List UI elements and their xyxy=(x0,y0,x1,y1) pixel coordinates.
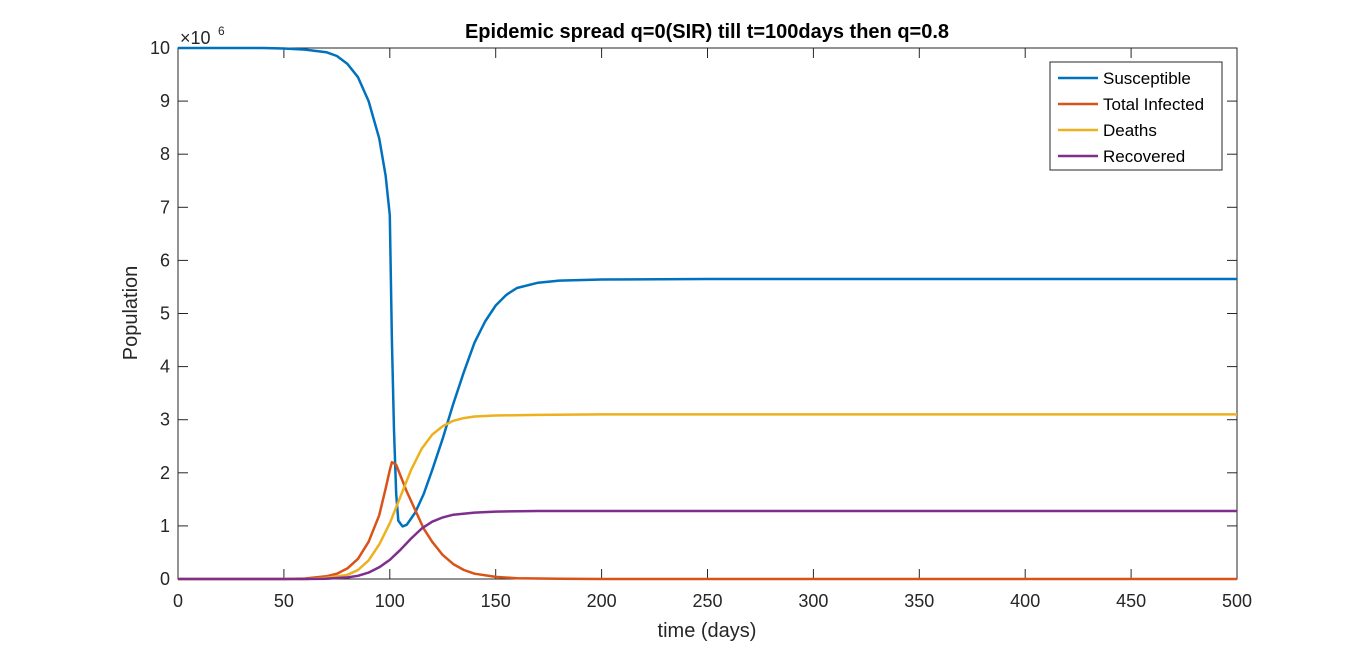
y-tick-label: 9 xyxy=(160,91,170,111)
legend-label: Recovered xyxy=(1103,147,1185,166)
y-multiplier: ×10 6 xyxy=(180,24,225,48)
y-multiplier-base: ×10 xyxy=(180,28,211,48)
legend-label: Susceptible xyxy=(1103,69,1191,88)
x-tick-label: 200 xyxy=(587,591,617,611)
y-tick-label: 6 xyxy=(160,250,170,270)
axis-ticks: 0 50 100 150 200 250 300 350 400 450 500 0 1 2 3 4 5 6 7 8 9… xyxy=(150,38,1252,611)
y-tick-label: 2 xyxy=(160,463,170,483)
x-axis-label: time (days) xyxy=(658,620,757,642)
x-tick-label: 0 xyxy=(173,591,183,611)
legend-label: Deaths xyxy=(1103,121,1157,140)
x-tick-label: 150 xyxy=(481,591,511,611)
series-line-recovered xyxy=(178,509,1237,581)
y-tick-label: 10 xyxy=(150,38,170,58)
series-line-susceptible xyxy=(178,46,1237,528)
y-tick-label: 1 xyxy=(160,516,170,536)
x-tick-label: 350 xyxy=(904,591,934,611)
x-tick-label: 300 xyxy=(798,591,828,611)
y-multiplier-exponent: 6 xyxy=(218,24,225,38)
y-tick-label: 5 xyxy=(160,304,170,324)
y-axis-label: Population xyxy=(120,266,142,361)
legend-label: Total Infected xyxy=(1103,95,1204,114)
y-tick-label: 0 xyxy=(160,569,170,589)
y-tick-label: 3 xyxy=(160,410,170,430)
x-tick-label: 450 xyxy=(1116,591,1146,611)
series-lines xyxy=(178,46,1237,581)
y-tick-label: 8 xyxy=(160,144,170,164)
legend: Susceptible Total Infected Deaths Recovered xyxy=(1049,61,1223,171)
y-tick-label: 4 xyxy=(160,357,170,377)
chart-title: Epidemic spread q=0(SIR) till t=100days … xyxy=(465,21,949,43)
x-tick-label: 500 xyxy=(1222,591,1252,611)
series-line-deaths xyxy=(178,413,1237,581)
x-tick-label: 400 xyxy=(1010,591,1040,611)
legend-box xyxy=(1049,61,1223,171)
series-line-total-infected xyxy=(178,460,1237,581)
x-tick-label: 50 xyxy=(274,591,294,611)
x-tick-label: 100 xyxy=(375,591,405,611)
x-tick-label: 250 xyxy=(692,591,722,611)
y-tick-label: 7 xyxy=(160,197,170,217)
